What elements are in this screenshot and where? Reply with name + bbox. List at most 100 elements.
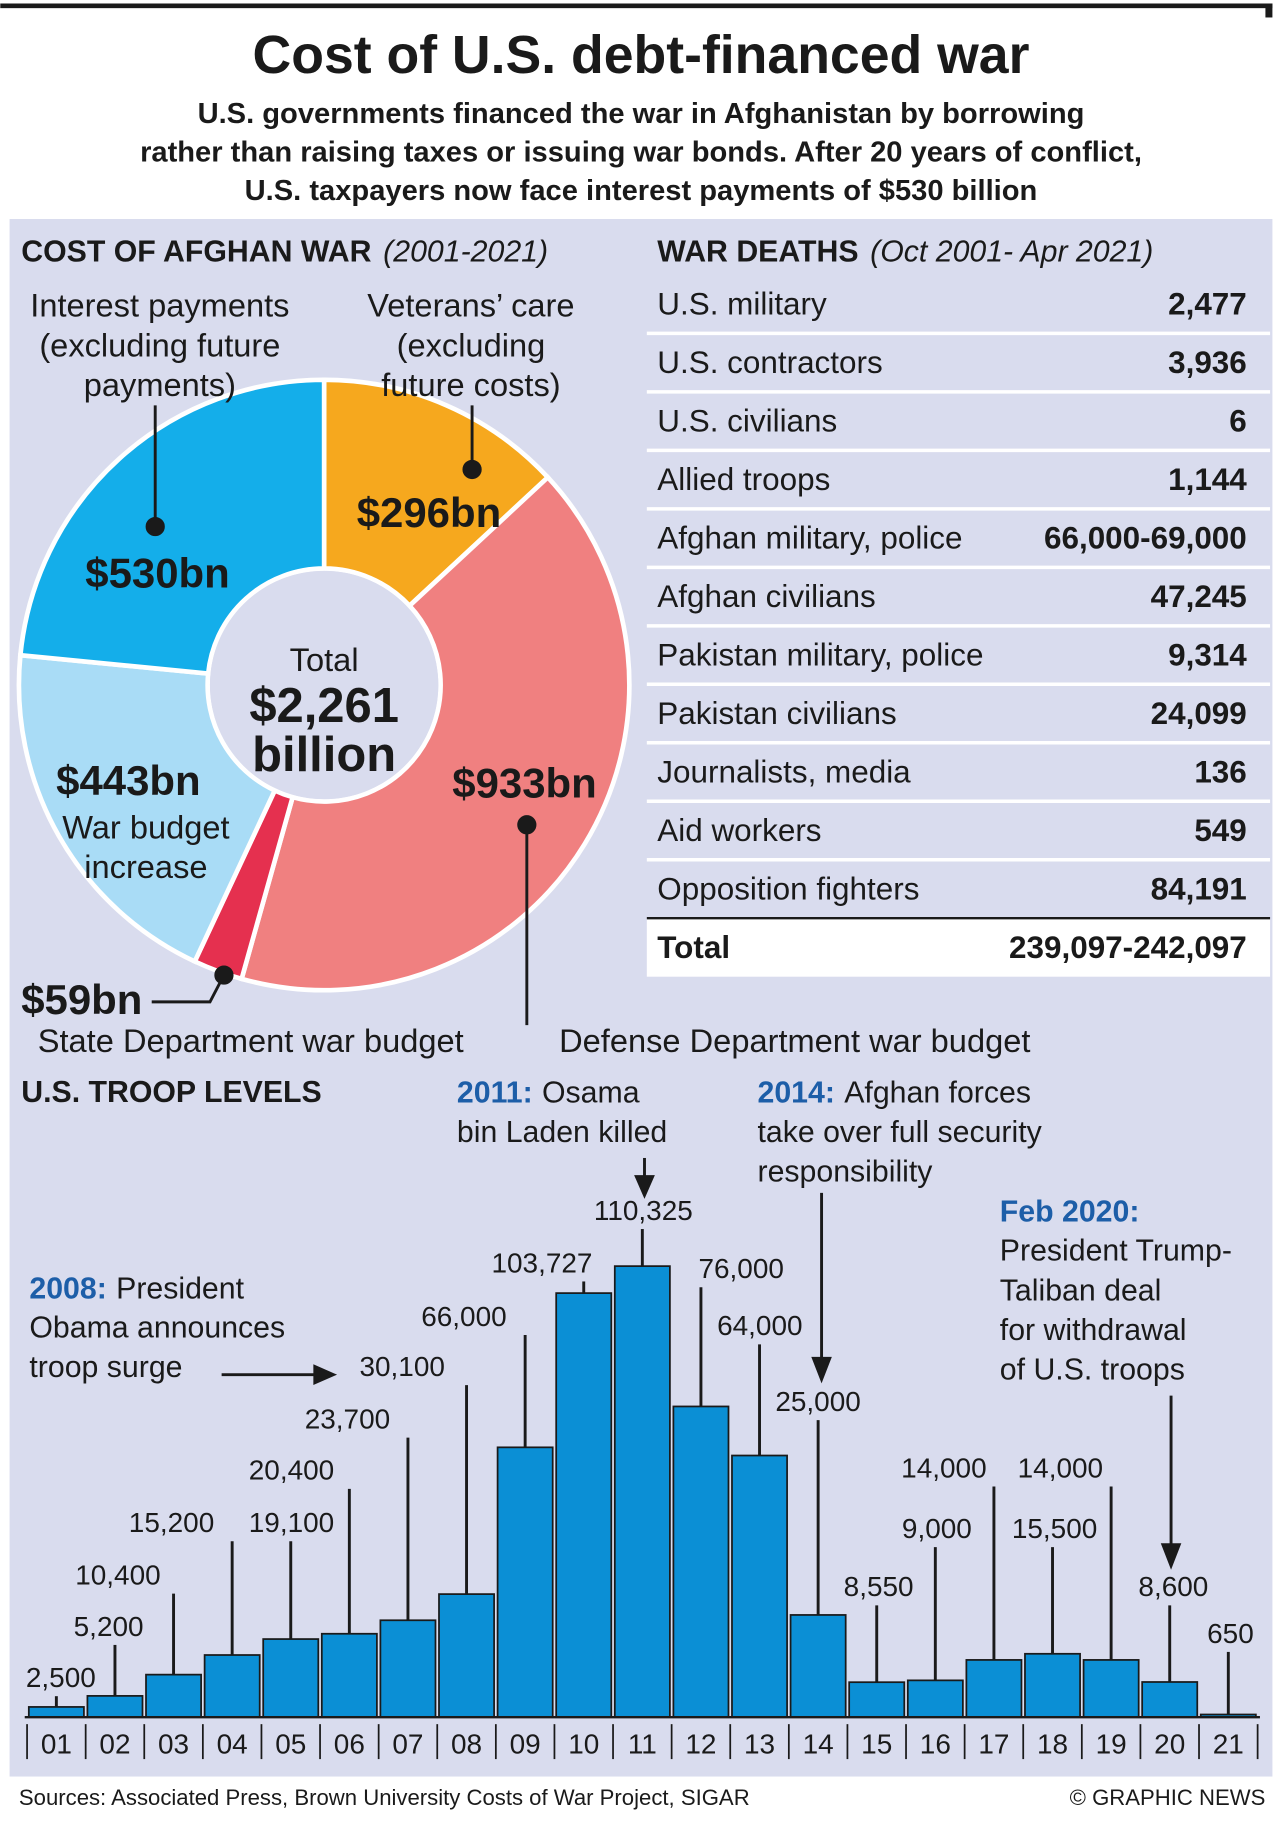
table-title: WAR DEATHS xyxy=(657,235,858,268)
slice-value-label: $443bn xyxy=(56,757,200,804)
annotation-label: 2011: xyxy=(457,1076,533,1109)
bar-value-label: 14,000 xyxy=(901,1452,986,1483)
x-tick-label: 17 xyxy=(978,1728,1009,1759)
slice-label: increase xyxy=(84,848,207,885)
bar-value-label: 10,400 xyxy=(75,1560,160,1591)
slice-label: payments) xyxy=(84,366,236,403)
subtitle-line: U.S. governments financed the war in Afg… xyxy=(198,98,1085,130)
annotation-text: for withdrawal xyxy=(1000,1314,1187,1347)
table-value: 3,936 xyxy=(1168,345,1247,380)
table-label: Opposition fighters xyxy=(657,871,919,906)
x-tick-label: 06 xyxy=(334,1728,365,1759)
bar-value-label: 15,500 xyxy=(1012,1513,1097,1544)
bar xyxy=(906,1679,964,1719)
annotation-text: Taliban deal xyxy=(1000,1274,1162,1307)
bar xyxy=(27,1706,85,1719)
bar-value-label: 8,550 xyxy=(844,1571,914,1602)
arrow-head xyxy=(811,1356,832,1384)
bar xyxy=(731,1454,788,1719)
table-value: 136 xyxy=(1194,755,1246,790)
leader-dot xyxy=(462,459,482,480)
table-total-label: Total xyxy=(657,930,730,965)
bar-value-label: 15,200 xyxy=(129,1507,214,1538)
x-tick-label: 18 xyxy=(1037,1728,1068,1759)
pie-heading: COST OF AFGHAN WAR (2001-2021) xyxy=(21,235,548,268)
top-rule xyxy=(0,3,1273,9)
x-tick-label: 14 xyxy=(803,1728,834,1759)
table-label: Pakistan civilians xyxy=(657,696,896,731)
annotation-text: take over full security xyxy=(757,1116,1042,1149)
x-tick-label: 13 xyxy=(744,1728,775,1759)
bar xyxy=(613,1265,671,1719)
x-tick-label: 07 xyxy=(392,1728,423,1759)
annotation-label: 2014: xyxy=(757,1076,834,1109)
bar xyxy=(86,1695,144,1719)
x-tick-label: 08 xyxy=(451,1728,482,1759)
bar xyxy=(145,1673,202,1719)
table-value: 549 xyxy=(1194,813,1246,848)
slice-label: War budget xyxy=(62,809,229,846)
slice-label: Veterans’ care xyxy=(367,287,574,324)
deaths-table: U.S. military 2,477 U.S. contractors 3,936 U… xyxy=(646,287,1271,977)
bar xyxy=(1024,1652,1081,1719)
bar-value-label: 8,600 xyxy=(1138,1571,1208,1602)
bar xyxy=(203,1654,261,1719)
table-label: Allied troops xyxy=(657,462,830,497)
x-tick-label: 16 xyxy=(920,1728,951,1759)
x-tick-label: 10 xyxy=(568,1728,599,1759)
center-label: $2,261 xyxy=(249,679,399,733)
x-tick-label: 05 xyxy=(275,1728,306,1759)
donut-center xyxy=(209,570,439,800)
x-tick-label: 11 xyxy=(628,1728,657,1759)
arrow-head xyxy=(313,1364,338,1386)
bar-title: U.S. TROOP LEVELS xyxy=(21,1076,321,1109)
bar-chart: U.S. TROOP LEVELS 2,500 01 5,200 02 10,400 03 1… xyxy=(21,1076,1260,1759)
annotation-label: Feb 2020: xyxy=(1000,1195,1140,1228)
leader-dot xyxy=(517,815,537,835)
donut-slice xyxy=(16,652,278,965)
bar-value-label: 110,325 xyxy=(594,1195,693,1226)
table-heading: WAR DEATHS (Oct 2001- Apr 2021) xyxy=(657,235,1153,268)
total-row xyxy=(646,918,1271,977)
bar-value-label: 103,727 xyxy=(491,1247,592,1278)
donut-slice xyxy=(17,377,327,677)
x-tick-label: 09 xyxy=(510,1728,541,1759)
x-tick-label: 04 xyxy=(217,1728,248,1759)
x-tick-label: 20 xyxy=(1154,1728,1185,1759)
bar xyxy=(965,1659,1023,1719)
bar-value-label: 2,500 xyxy=(26,1662,96,1693)
bar-value-label: 650 xyxy=(1207,1618,1254,1649)
table-value: 9,314 xyxy=(1168,638,1247,673)
title: Cost of U.S. debt-financed war xyxy=(253,25,1030,85)
bar-value-label: 14,000 xyxy=(1018,1452,1103,1483)
x-tick-label: 03 xyxy=(158,1728,189,1759)
annotation: 2011: Osama xyxy=(457,1076,640,1109)
arrow-head xyxy=(634,1175,655,1199)
table-value: 66,000-69,000 xyxy=(1044,521,1247,556)
subtitle-line: U.S. taxpayers now face interest payment… xyxy=(245,175,1038,207)
table-label: Afghan civilians xyxy=(657,579,875,614)
slice-value-label: $296bn xyxy=(357,489,501,536)
annotation-text: President Trump- xyxy=(1000,1235,1232,1268)
annotation-arrows xyxy=(221,1157,1182,1570)
bar xyxy=(1082,1659,1140,1719)
bar-value-label: 23,700 xyxy=(305,1403,390,1434)
slice-label: Defense Department war budget xyxy=(559,1022,1030,1059)
table-label: U.S. military xyxy=(657,287,827,322)
bar xyxy=(1141,1681,1199,1719)
x-tick-label: 21 xyxy=(1213,1728,1244,1759)
annotation-text: Obama announces xyxy=(29,1312,285,1345)
annotation-text: bin Laden killed xyxy=(457,1116,667,1149)
table-label: U.S. civilians xyxy=(657,404,837,439)
slice-label: future costs) xyxy=(381,366,560,403)
bar xyxy=(496,1446,554,1719)
bar-value-label: 66,000 xyxy=(421,1301,506,1332)
pie-title: COST OF AFGHAN WAR xyxy=(21,235,371,268)
x-tick-label: 12 xyxy=(685,1728,716,1759)
bar xyxy=(848,1681,906,1719)
annotation: 2008: President xyxy=(29,1272,244,1305)
credit: © GRAPHIC NEWS xyxy=(1070,1785,1266,1810)
